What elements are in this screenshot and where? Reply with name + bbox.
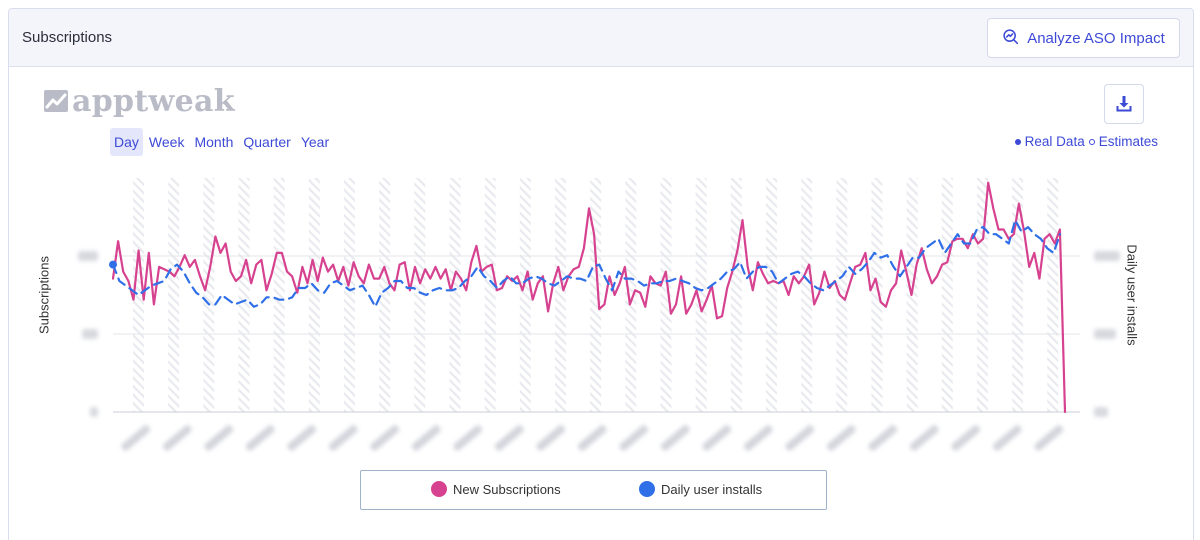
weekend-band — [414, 178, 426, 412]
x-tick-label — [370, 425, 400, 451]
x-tick-label — [577, 425, 607, 451]
weekend-band — [133, 178, 144, 412]
x-tick-label — [868, 425, 898, 451]
installs-start-marker — [109, 260, 117, 269]
x-tick-label — [992, 425, 1022, 451]
x-tick-label — [785, 425, 815, 451]
analyze-icon — [1002, 28, 1019, 49]
real-data-toggle[interactable]: Real Data — [1014, 134, 1085, 149]
apptweak-logo-icon — [44, 90, 68, 112]
x-tick-label — [826, 425, 856, 451]
x-tick-label — [494, 425, 524, 451]
chart-legend: New Subscriptions Daily user installs — [360, 470, 827, 510]
weekend-band — [941, 178, 953, 412]
y-tick-labels — [78, 251, 1120, 417]
x-tick-labels — [121, 425, 1064, 451]
weekend-band — [765, 178, 777, 412]
x-tick-label — [453, 425, 483, 451]
x-tick-label — [909, 425, 939, 451]
estimates-toggle[interactable]: Estimates — [1088, 134, 1158, 149]
weekend-band — [343, 178, 355, 412]
chart-series — [109, 181, 1067, 414]
legend-daily-user-installs[interactable]: Daily user installs — [639, 481, 762, 497]
weekend-band — [695, 178, 707, 412]
x-tick-label — [162, 425, 192, 451]
data-type-toggle: Real Data Estimates — [1014, 134, 1158, 149]
daily-user-installs-line — [111, 219, 1062, 308]
analyze-aso-impact-label: Analyze ASO Impact — [1027, 29, 1165, 47]
filled-dot-icon — [1014, 139, 1021, 146]
weekend-band — [1012, 178, 1024, 412]
period-month[interactable]: Month — [194, 134, 234, 150]
weekend-band — [801, 178, 813, 412]
weekend-band — [554, 178, 566, 412]
x-tick-label — [743, 425, 773, 451]
weekend-band — [484, 178, 496, 412]
x-tick-label — [411, 425, 441, 451]
legend-swatch-installs — [639, 481, 655, 497]
x-tick-label — [204, 425, 234, 451]
x-tick-label — [702, 425, 732, 451]
period-year[interactable]: Year — [300, 134, 330, 150]
x-tick-label — [951, 425, 981, 451]
period-selector: Day Week Month Quarter Year — [110, 128, 335, 156]
x-tick-label — [245, 425, 275, 451]
x-tick-label — [619, 425, 649, 451]
weekend-band — [871, 178, 883, 412]
weekend-band — [449, 178, 461, 412]
x-tick-label — [328, 425, 358, 451]
weekend-band — [1047, 178, 1059, 412]
apptweak-logo-text: apptweak — [72, 83, 235, 119]
x-tick-label — [121, 425, 151, 451]
y-tick-label-left — [78, 251, 98, 261]
weekend-band — [273, 178, 285, 412]
period-quarter[interactable]: Quarter — [243, 134, 291, 150]
period-week[interactable]: Week — [148, 134, 185, 150]
weekend-band — [836, 178, 848, 412]
period-day[interactable]: Day — [110, 128, 143, 156]
y-tick-label-right — [1094, 329, 1116, 339]
weekend-band — [379, 178, 391, 412]
download-button[interactable] — [1104, 84, 1144, 124]
weekend-band — [976, 178, 988, 412]
y-tick-label-left — [90, 407, 98, 417]
new-subscriptions-line — [111, 181, 1067, 414]
weekend-band — [308, 178, 320, 412]
x-tick-label — [287, 425, 317, 451]
y-tick-label-right — [1094, 407, 1108, 417]
weekend-bands — [133, 178, 1059, 412]
apptweak-logo: apptweak — [44, 83, 235, 119]
x-tick-label — [660, 425, 690, 451]
chart — [78, 178, 1120, 451]
download-icon — [1116, 96, 1132, 112]
legend-swatch-subscriptions — [431, 481, 447, 497]
weekend-band — [660, 178, 672, 412]
x-tick-label — [536, 425, 566, 451]
legend-new-subscriptions[interactable]: New Subscriptions — [431, 481, 561, 497]
x-tick-label — [1034, 425, 1064, 451]
weekend-band — [168, 178, 180, 412]
card-title: Subscriptions — [22, 29, 113, 46]
y-tick-label-left — [82, 329, 98, 339]
hollow-dot-icon — [1088, 139, 1095, 146]
y-tick-label-right — [1094, 251, 1120, 261]
card-header: Subscriptions Analyze ASO Impact — [9, 9, 1193, 67]
weekend-band — [519, 178, 531, 412]
weekend-band — [590, 178, 602, 412]
weekend-band — [730, 178, 742, 412]
weekend-band — [203, 178, 215, 412]
weekend-band — [238, 178, 250, 412]
weekend-band — [625, 178, 637, 412]
analyze-aso-impact-button[interactable]: Analyze ASO Impact — [987, 18, 1180, 58]
